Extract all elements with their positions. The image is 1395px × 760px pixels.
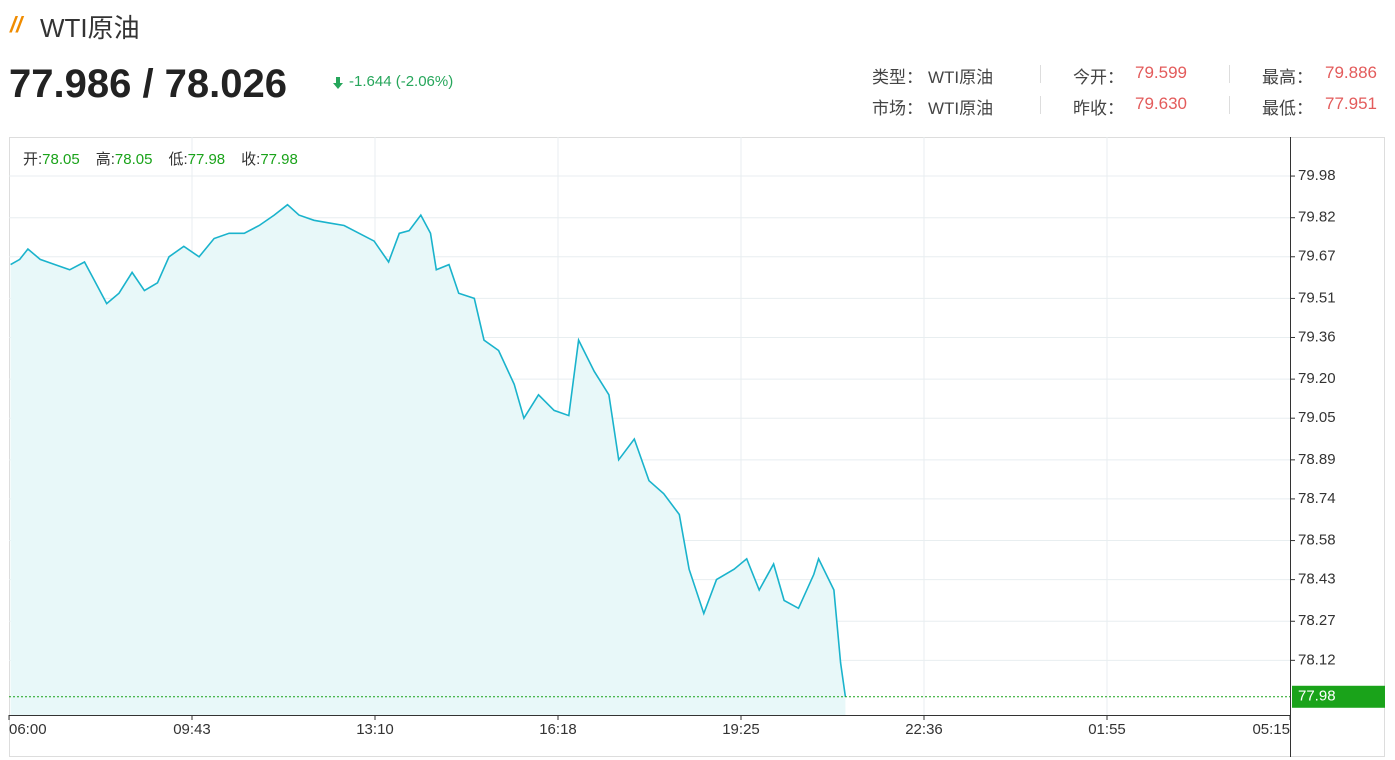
separator (1229, 96, 1230, 114)
y-tick-label: 78.12 (1298, 651, 1336, 668)
info-label: 最低： (1262, 99, 1313, 118)
x-tick-label: 16:18 (539, 721, 577, 738)
info-label: 最高： (1262, 68, 1313, 87)
last-price-label: 77.98 (1298, 688, 1336, 705)
x-tick-label: 01:55 (1088, 721, 1126, 738)
x-tick-label: 05:15 (1252, 721, 1290, 738)
y-tick-label: 78.27 (1298, 612, 1336, 629)
info-value: 79.599 (1135, 63, 1187, 82)
ohlc-value: 77.98 (188, 151, 226, 168)
info-value: 79.630 (1135, 94, 1187, 113)
ohlc: 开:78.05 高:78.05 低:77.98 收:77.98 (23, 151, 298, 168)
y-tick-label: 79.51 (1298, 289, 1336, 306)
x-tick-label: 19:25 (722, 721, 760, 738)
x-tick-label: 06:00 (9, 721, 47, 738)
chart-border (9, 137, 1385, 757)
info-value: WTI原油 (928, 68, 994, 87)
separator (1040, 65, 1041, 83)
y-tick-label: 79.36 (1298, 328, 1336, 345)
info-label: 市场： (872, 99, 923, 118)
last-price-box (1292, 685, 1385, 708)
info-label: 类型： (872, 68, 923, 87)
y-tick-label: 79.20 (1298, 370, 1336, 387)
y-tick-label: 79.82 (1298, 209, 1336, 226)
y-tick-label: 78.74 (1298, 490, 1336, 507)
y-tick-label: 79.98 (1298, 167, 1336, 184)
line (10, 203, 847, 697)
info-value: WTI原油 (928, 99, 994, 118)
change: -1.644 (-2.06%) (349, 73, 454, 90)
y-tick-label: 78.89 (1298, 451, 1336, 468)
x-tick-label: 22:36 (905, 721, 943, 738)
x-tick-label: 13:10 (356, 721, 394, 738)
separator (1040, 96, 1041, 114)
ohlc-value: 78.05 (42, 151, 80, 168)
separator (1229, 65, 1230, 83)
ohlc-label: 低: (168, 151, 187, 168)
y-tick-label: 79.67 (1298, 248, 1336, 265)
title: WTI原油 (40, 13, 140, 43)
y-tick-label: 79.05 (1298, 409, 1336, 426)
info-label: 今开： (1073, 68, 1124, 87)
logo: // (10, 12, 23, 37)
down-arrow (333, 77, 343, 89)
ohlc-label: 开: (23, 151, 42, 168)
area (10, 204, 846, 715)
ohlc-value: 78.05 (115, 151, 153, 168)
ohlc-label: 收: (241, 151, 260, 168)
info-label: 昨收： (1073, 99, 1124, 118)
x-tick-label: 09:43 (173, 721, 211, 738)
price: 77.986 / 78.026 (9, 62, 288, 106)
info-value: 79.886 (1325, 63, 1377, 82)
y-tick-label: 78.43 (1298, 571, 1336, 588)
ohlc-value: 77.98 (260, 151, 298, 168)
info-value: 77.951 (1325, 94, 1377, 113)
y-tick-label: 78.58 (1298, 532, 1336, 549)
ohlc-label: 高: (96, 151, 115, 168)
